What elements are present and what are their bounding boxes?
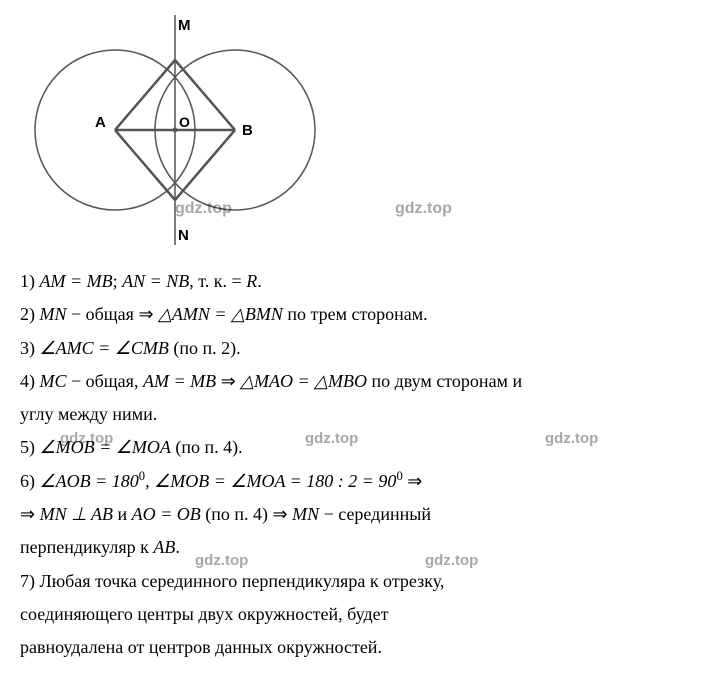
line7c-text: равноудалена от центров данных окружност… — [20, 637, 382, 657]
line1-num: 1) — [20, 271, 40, 291]
geometric-diagram: M N A B O — [20, 10, 360, 250]
line7-text: 7) Любая точка серединного перпендикуляр… — [20, 571, 444, 591]
line6-imp: ⇒ — [403, 471, 423, 491]
line-na — [115, 130, 175, 200]
line-6c: перпендикуляр к AB. — [20, 531, 688, 564]
line-7c: равноудалена от центров данных окружност… — [20, 631, 688, 664]
line5-tail: (по п. 4). — [171, 437, 243, 457]
line6c-dot: . — [175, 537, 180, 557]
solution-text: 1) AM = MB; AN = NB, т. к. = R. 2) MN − … — [20, 265, 688, 665]
line1-dot: . — [257, 271, 262, 291]
label-n: N — [178, 227, 189, 244]
line4-num: 4) — [20, 371, 40, 391]
line4-t: △MAO = △MBO — [240, 371, 367, 391]
line6b-p3: MN — [292, 504, 319, 524]
line4-imp: ⇒ — [216, 371, 240, 391]
diagram-svg: M N A B O — [20, 10, 360, 250]
line4-mc: MC — [40, 371, 67, 391]
line4-eq: AM = MB — [143, 371, 216, 391]
line-6b: ⇒ MN ⊥ AB и AO = OB (по п. 4) ⇒ MN − сер… — [20, 498, 688, 531]
line-4b: углу между ними. — [20, 398, 688, 431]
label-o: O — [179, 114, 190, 130]
line-am — [115, 60, 175, 130]
label-m: M — [178, 17, 191, 34]
line-bn — [175, 130, 235, 200]
line6c-ab: AB — [153, 537, 175, 557]
line4-tail: по двум сторонам и — [367, 371, 522, 391]
line-4: 4) MC − общая, AM = MB ⇒ △MAO = △MBO по … — [20, 365, 688, 398]
line6b-imp: ⇒ — [20, 504, 40, 524]
line2-mid: − общая ⇒ — [67, 304, 159, 324]
line1-sep: ; — [113, 271, 123, 291]
line6-num: 6) — [20, 471, 40, 491]
line6-p2: , ∠MOB = ∠MOA = 180 : 2 = 90 — [145, 471, 396, 491]
line6c-a: перпендикуляр к — [20, 537, 153, 557]
label-b: B — [242, 122, 253, 139]
line4-mid1: − общая, — [67, 371, 143, 391]
line1-r: R — [246, 271, 257, 291]
line-3: 3) ∠AMC = ∠CMB (по п. 2). — [20, 332, 688, 365]
line6-p1: ∠AOB = 180 — [40, 471, 139, 491]
line-5: 5) ∠MOB = ∠MOA (по п. 4). — [20, 431, 688, 464]
line1-eq1: AM = MB — [40, 271, 113, 291]
line5-num: 5) — [20, 437, 40, 457]
line5-ang: ∠MOB = ∠MOA — [40, 437, 171, 457]
line-7: 7) Любая точка серединного перпендикуляр… — [20, 565, 688, 598]
line6b-p2: AO = OB — [132, 504, 201, 524]
line3-num: 3) — [20, 338, 40, 358]
line2-num: 2) — [20, 304, 40, 324]
label-a: A — [95, 114, 106, 131]
watermark-text: gdz.top — [395, 200, 452, 218]
line6b-p1: MN ⊥ AB — [40, 504, 113, 524]
line-1: 1) AM = MB; AN = NB, т. к. = R. — [20, 265, 688, 298]
line3-ang: ∠AMC = ∠CMB — [40, 338, 169, 358]
line7b-text: соединяющего центры двух окружностей, бу… — [20, 604, 389, 624]
line1-eq2: AN = NB — [122, 271, 189, 291]
line6b-mid: (по п. 4) ⇒ — [201, 504, 292, 524]
line-7b: соединяющего центры двух окружностей, бу… — [20, 598, 688, 631]
line3-tail: (по п. 2). — [169, 338, 241, 358]
line1-tail: , т. к. = — [189, 271, 246, 291]
line-6: 6) ∠AOB = 1800, ∠MOB = ∠MOA = 180 : 2 = … — [20, 465, 688, 498]
line2-tail: по трем сторонам. — [283, 304, 428, 324]
line6b-and: и — [113, 504, 132, 524]
line4b-text: углу между ними. — [20, 404, 157, 424]
line2-mn: MN — [40, 304, 67, 324]
line-2: 2) MN − общая ⇒ △AMN = △BMN по трем стор… — [20, 298, 688, 331]
line2-t1: △AMN = △BMN — [158, 304, 283, 324]
line6b-tail: − серединный — [319, 504, 431, 524]
